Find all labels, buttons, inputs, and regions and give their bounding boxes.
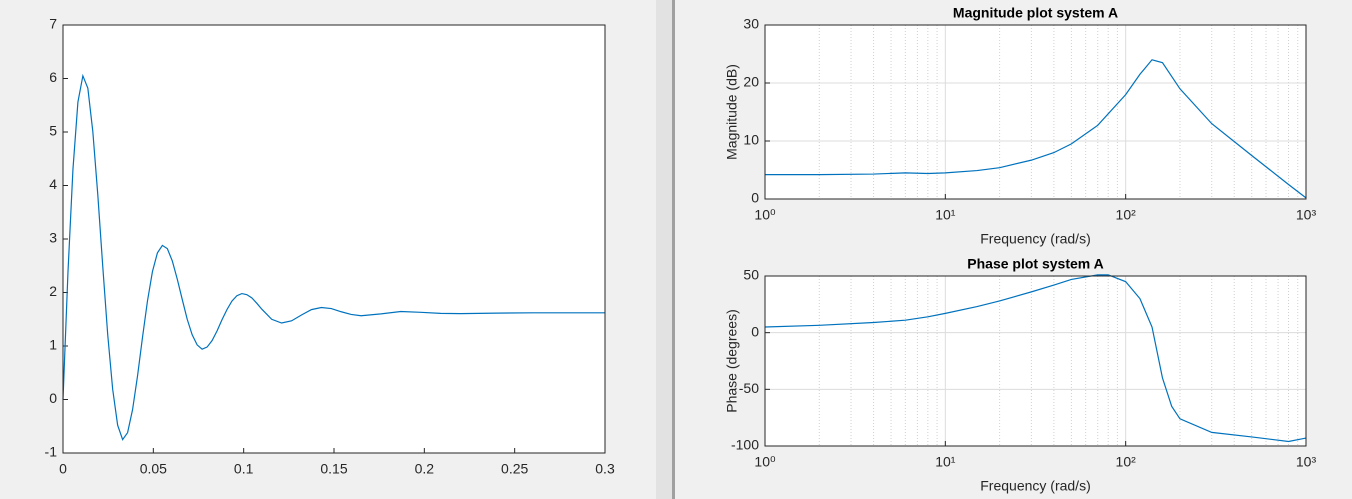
divider [656, 0, 672, 499]
x-tick-label: 10³ [1296, 454, 1317, 470]
x-tick-label: 0.15 [320, 461, 347, 477]
x-axis-label: Frequency (rad/s) [980, 478, 1090, 494]
y-tick-label: 0 [751, 190, 759, 206]
x-tick-label: 10⁰ [754, 454, 776, 470]
x-axis-label: Frequency (rad/s) [980, 231, 1090, 247]
divider-edge [672, 0, 675, 499]
x-tick-label: 0 [59, 461, 67, 477]
y-tick-label: 0 [751, 323, 759, 339]
y-tick-label: 4 [49, 176, 57, 192]
y-tick-label: 2 [49, 283, 57, 299]
line-series [764, 274, 1307, 443]
x-tick-label: 10² [1116, 207, 1137, 223]
y-tick-label: 50 [743, 267, 759, 283]
y-axis-label: Magnitude (dB) [724, 64, 740, 160]
x-tick-label: 0.1 [234, 461, 254, 477]
chart-title: Magnitude plot system A [953, 5, 1118, 21]
x-tick-label: 10³ [1296, 207, 1317, 223]
x-tick-label: 10² [1116, 454, 1137, 470]
y-tick-label: 7 [49, 16, 57, 32]
x-tick-label: 0.25 [501, 461, 528, 477]
x-tick-label: 10¹ [935, 207, 956, 223]
y-tick-label: 0 [49, 390, 57, 406]
chart-title: Phase plot system A [967, 256, 1103, 272]
axes-box [764, 24, 1307, 200]
x-tick-label: 0.2 [415, 461, 435, 477]
y-tick-label: -100 [731, 437, 759, 453]
y-tick-label: 5 [49, 123, 57, 139]
x-tick-label: 0.05 [140, 461, 167, 477]
y-tick-label: 10 [743, 132, 759, 148]
plot-area [63, 25, 605, 453]
y-tick-label: 3 [49, 230, 57, 246]
plot-area [765, 25, 1306, 199]
x-tick-label: 10⁰ [754, 207, 776, 223]
y-tick-label: -50 [739, 380, 759, 396]
y-tick-label: 30 [743, 16, 759, 32]
line-series [62, 73, 605, 441]
x-tick-label: 10¹ [935, 454, 956, 470]
y-tick-label: 20 [743, 74, 759, 90]
y-axis-label: Phase (degrees) [724, 309, 740, 413]
axes-box [62, 24, 606, 454]
y-tick-label: -1 [45, 444, 58, 460]
plot-area [765, 276, 1306, 446]
y-tick-label: 1 [49, 337, 57, 353]
axes-box [764, 275, 1307, 447]
line-series [765, 59, 1307, 199]
y-tick-label: 6 [49, 69, 57, 85]
x-tick-label: 0.3 [595, 461, 615, 477]
